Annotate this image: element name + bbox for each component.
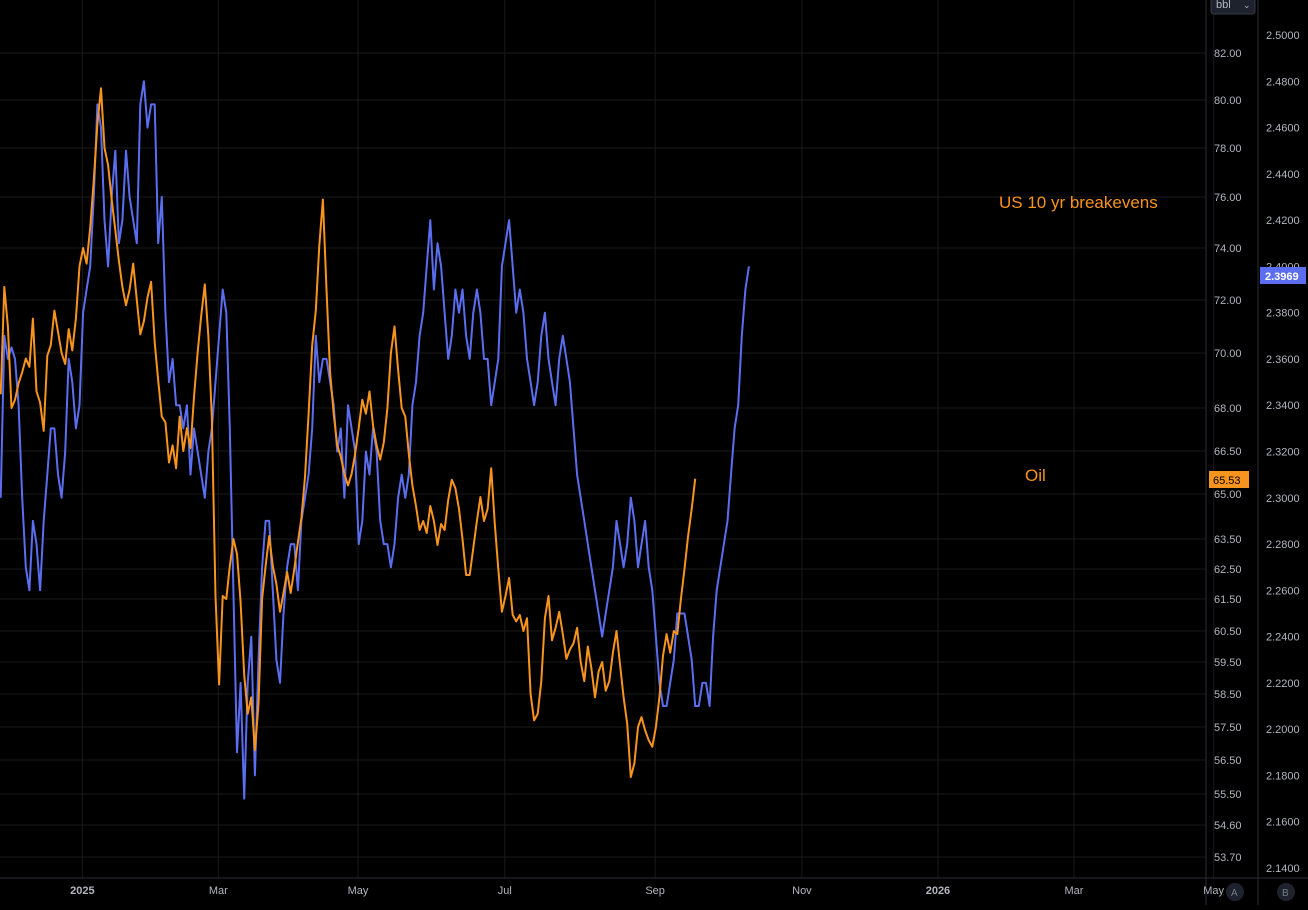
- oil-axis-tick-label: 68.00: [1214, 403, 1242, 415]
- oil-axis-tick-label: 76.00: [1214, 192, 1242, 204]
- breakeven-last-value: 2.3969: [1265, 271, 1299, 283]
- breakeven-axis-tick-label: 2.4800: [1266, 76, 1300, 88]
- log-scale-button[interactable]: B: [1277, 883, 1295, 901]
- time-axis[interactable]: 2025 Mar May Jul Sep Nov 2026 Mar May: [70, 885, 1224, 897]
- oil-axis-tick-label: 82.00: [1214, 48, 1242, 60]
- time-axis-tick-label: 2025: [70, 885, 94, 897]
- oil-axis-tick-label: 55.50: [1214, 789, 1242, 801]
- breakeven-axis-tick-label: 2.2200: [1266, 678, 1300, 690]
- oil-last-value: 65.53: [1213, 475, 1241, 487]
- log-scale-label: B: [1282, 888, 1289, 899]
- series-layer: [0, 80, 750, 800]
- oil-axis-tick-label: 62.50: [1214, 564, 1242, 576]
- oil-axis-tick-label: 57.50: [1214, 722, 1242, 734]
- time-axis-tick-label: Jul: [498, 885, 512, 897]
- breakeven-axis-tick-label: 2.4200: [1266, 215, 1300, 227]
- auto-scale-button[interactable]: A: [1226, 883, 1244, 901]
- oil-annotation: Oil: [1025, 466, 1046, 485]
- breakeven-axis-tick-label: 2.2800: [1266, 539, 1300, 551]
- oil-axis-tick-label: 63.50: [1214, 534, 1242, 546]
- oil-axis-tick-label: 72.00: [1214, 295, 1242, 307]
- breakeven-axis-tick-label: 2.4400: [1266, 169, 1300, 181]
- oil-axis-tick-label: 53.70: [1214, 852, 1242, 864]
- breakeven-annotation: US 10 yr breakevens: [999, 193, 1158, 212]
- time-axis-tick-label: Mar: [1065, 885, 1084, 897]
- breakeven-axis-tick-label: 2.3800: [1266, 308, 1300, 320]
- chevron-down-icon: ⌄: [1243, 0, 1251, 10]
- breakeven-axis-tick-label: 2.4600: [1266, 123, 1300, 135]
- unit-label: bbl: [1216, 0, 1231, 11]
- oil-price-axis[interactable]: 82.00 80.00 78.00 76.00 74.00 72.00 70.00 68.00…: [1214, 48, 1242, 864]
- breakeven-axis-tick-label: 2.1800: [1266, 770, 1300, 782]
- breakeven-axis-tick-label: 2.5000: [1266, 30, 1300, 42]
- breakeven-axis-tick-label: 2.1600: [1266, 817, 1300, 829]
- oil-series-line: [0, 87, 697, 778]
- oil-axis-tick-label: 58.50: [1214, 689, 1242, 701]
- time-axis-tick-label: Sep: [645, 885, 665, 897]
- breakeven-axis-tick-label: 2.2000: [1266, 724, 1300, 736]
- breakeven-axis-tick-label: 2.2400: [1266, 632, 1300, 644]
- breakeven-axis-tick-label: 2.3600: [1266, 354, 1300, 366]
- time-axis-tick-label: Mar: [209, 885, 228, 897]
- breakeven-axis-tick-label: 2.3000: [1266, 493, 1300, 505]
- oil-axis-tick-label: 74.00: [1214, 243, 1242, 255]
- oil-axis-tick-label: 54.60: [1214, 820, 1242, 832]
- breakeven-last-value-badge: 2.3969: [1260, 267, 1306, 284]
- auto-scale-label: A: [1231, 888, 1238, 899]
- breakeven-axis-tick-label: 2.2600: [1266, 585, 1300, 597]
- breakeven-axis-tick-label: 2.3400: [1266, 400, 1300, 412]
- breakeven-axis-tick-label: 2.1400: [1266, 863, 1300, 875]
- time-axis-tick-label: Nov: [792, 885, 812, 897]
- oil-axis-tick-label: 59.50: [1214, 657, 1242, 669]
- oil-last-value-badge: 65.53: [1209, 471, 1249, 488]
- oil-axis-tick-label: 61.50: [1214, 594, 1242, 606]
- oil-axis-tick-label: 70.00: [1214, 348, 1242, 360]
- oil-axis-tick-label: 80.00: [1214, 95, 1242, 107]
- oil-axis-tick-label: 56.50: [1214, 755, 1242, 767]
- oil-axis-tick-label: 65.00: [1214, 489, 1242, 501]
- unit-selector-button[interactable]: bbl ⌄: [1210, 0, 1256, 15]
- oil-axis-tick-label: 66.50: [1214, 446, 1242, 458]
- time-axis-tick-label: 2026: [926, 885, 950, 897]
- breakeven-axis[interactable]: 2.50002.48002.46002.44002.42002.40002.38…: [1266, 30, 1300, 875]
- time-axis-tick-label: May: [348, 885, 369, 897]
- oil-axis-tick-label: 60.50: [1214, 626, 1242, 638]
- time-axis-tick-label: May: [1203, 885, 1224, 897]
- breakeven-axis-tick-label: 2.3200: [1266, 447, 1300, 459]
- oil-axis-tick-label: 78.00: [1214, 143, 1242, 155]
